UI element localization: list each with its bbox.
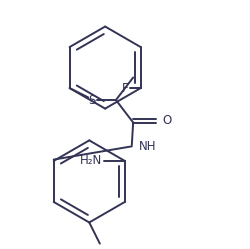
Text: H₂N: H₂N — [80, 154, 102, 167]
Text: O: O — [162, 115, 172, 127]
Text: F: F — [122, 82, 128, 95]
Text: NH: NH — [138, 140, 156, 153]
Text: S: S — [88, 94, 96, 107]
